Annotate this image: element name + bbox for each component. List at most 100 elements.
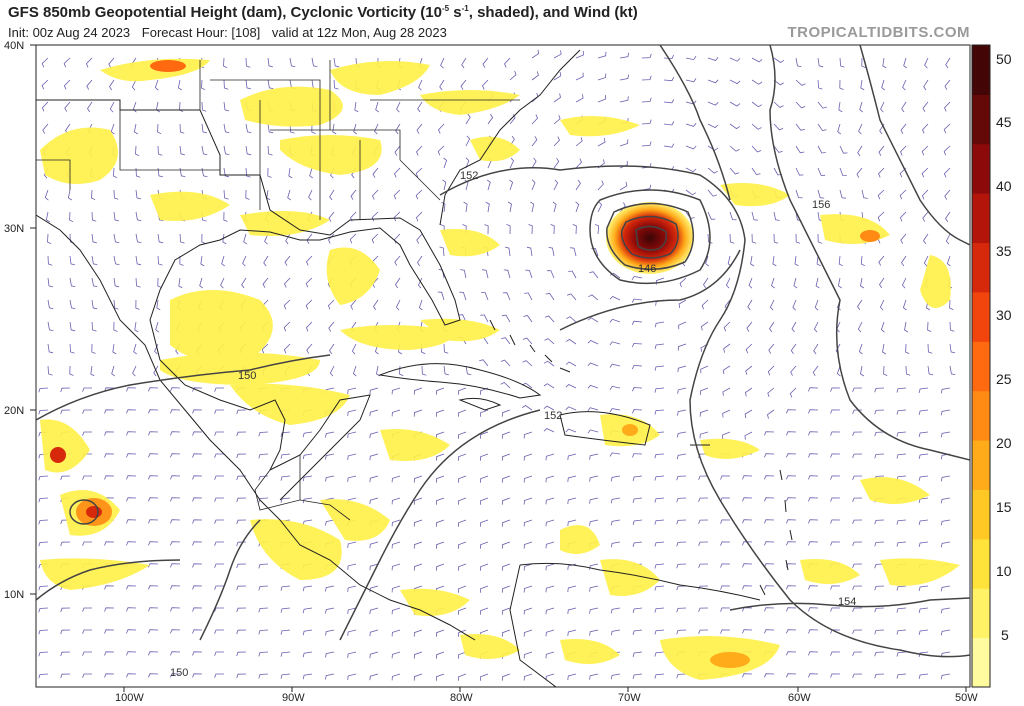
wind-barb bbox=[545, 475, 555, 483]
wind-barb bbox=[42, 123, 49, 134]
wind-barb bbox=[280, 607, 291, 613]
colorbar-segment bbox=[972, 489, 990, 540]
wind-barb bbox=[333, 79, 339, 90]
wind-barb bbox=[325, 673, 335, 680]
wind-barb bbox=[786, 673, 797, 678]
wind-barb bbox=[570, 247, 577, 257]
wind-barb bbox=[47, 233, 52, 245]
wind-barb bbox=[786, 519, 797, 524]
wind-barb bbox=[699, 431, 709, 439]
wind-barb bbox=[565, 428, 577, 433]
wind-barb bbox=[415, 211, 423, 222]
wind-barb bbox=[258, 651, 269, 657]
wind-barb bbox=[877, 189, 885, 200]
wind-barb bbox=[838, 255, 843, 267]
wind-barb bbox=[500, 382, 511, 389]
wind-barb bbox=[543, 360, 555, 367]
wind-barb bbox=[949, 321, 955, 332]
wind-barb bbox=[113, 321, 118, 332]
vorticity-shading bbox=[40, 58, 960, 680]
wind-barb bbox=[817, 233, 823, 244]
wind-barb bbox=[565, 384, 577, 389]
wind-barb bbox=[283, 321, 291, 332]
wind-barb bbox=[245, 189, 250, 200]
wind-barb bbox=[597, 201, 603, 213]
wind-barb bbox=[852, 409, 863, 415]
wind-barb bbox=[47, 343, 54, 354]
wind-barb bbox=[157, 233, 164, 244]
wind-barb bbox=[126, 629, 137, 634]
wind-barb bbox=[609, 452, 621, 457]
wind-barb bbox=[289, 57, 296, 67]
wind-barb bbox=[589, 519, 599, 526]
wind-barb bbox=[38, 475, 49, 481]
colorbar-segment bbox=[972, 193, 990, 244]
wind-barb bbox=[302, 673, 313, 680]
lon-label-60w: 60W bbox=[788, 692, 811, 704]
wind-barb bbox=[214, 585, 224, 590]
wind-barb bbox=[896, 541, 907, 547]
wind-barb bbox=[347, 585, 357, 592]
wind-barb bbox=[597, 180, 604, 191]
wind-barb bbox=[940, 475, 951, 482]
wind-barb bbox=[507, 201, 512, 213]
wind-barb bbox=[654, 629, 665, 635]
wind-barb bbox=[903, 57, 908, 69]
colorbar-label: 5 bbox=[1001, 627, 1009, 643]
wind-barb bbox=[523, 541, 533, 549]
wind-barb bbox=[676, 563, 687, 569]
wind-barb bbox=[69, 343, 75, 354]
wind-barb bbox=[808, 651, 819, 656]
wind-barb bbox=[63, 79, 71, 90]
vorticity-hotspots bbox=[50, 60, 880, 668]
wind-barb bbox=[463, 201, 468, 213]
wind-barb bbox=[126, 541, 137, 546]
wind-barb bbox=[82, 673, 92, 678]
wind-barb bbox=[707, 101, 719, 106]
wind-barb bbox=[545, 585, 555, 593]
wind-barb bbox=[245, 145, 252, 156]
wind-barb bbox=[899, 189, 907, 200]
wind-barb bbox=[113, 233, 120, 243]
wind-barb bbox=[413, 673, 423, 681]
wind-barb bbox=[575, 94, 584, 103]
wind-barb bbox=[480, 607, 489, 615]
wind-barb bbox=[349, 233, 357, 244]
wind-barb bbox=[509, 114, 516, 125]
wind-barb bbox=[369, 431, 379, 439]
wind-barb bbox=[676, 541, 687, 547]
wind-barb bbox=[589, 563, 599, 570]
wind-barb bbox=[746, 321, 753, 332]
wind-barb bbox=[413, 629, 423, 637]
wind-barb bbox=[830, 409, 841, 414]
wind-barb bbox=[82, 431, 92, 436]
wind-barb bbox=[531, 157, 537, 169]
wind-barb bbox=[817, 145, 826, 154]
wind-barb bbox=[631, 342, 643, 348]
wind-barb bbox=[923, 233, 929, 245]
wind-barb bbox=[742, 673, 753, 678]
wind-barb bbox=[663, 99, 675, 104]
wind-barb bbox=[236, 607, 247, 613]
wind-barb bbox=[860, 365, 865, 377]
wind-barb bbox=[839, 57, 845, 68]
wind-barb bbox=[413, 563, 423, 571]
wind-barb bbox=[369, 629, 379, 637]
wind-barb bbox=[773, 211, 780, 221]
wind-barb bbox=[701, 299, 709, 310]
wind-barb bbox=[458, 431, 467, 439]
wind-barb bbox=[522, 360, 533, 367]
wind-barb bbox=[155, 321, 160, 333]
colorbar-label: 40 bbox=[996, 178, 1012, 194]
wind-barb bbox=[685, 123, 697, 127]
wind-barb bbox=[222, 233, 227, 245]
wind-barb bbox=[808, 673, 819, 678]
wind-barb bbox=[480, 314, 489, 323]
wind-barb bbox=[350, 189, 357, 200]
wind-barb bbox=[236, 519, 247, 525]
wind-barb bbox=[236, 409, 247, 415]
wind-barb bbox=[587, 384, 599, 389]
wind-barb bbox=[267, 145, 273, 156]
wind-barb bbox=[480, 475, 489, 483]
colorbar-label: 35 bbox=[996, 243, 1012, 259]
